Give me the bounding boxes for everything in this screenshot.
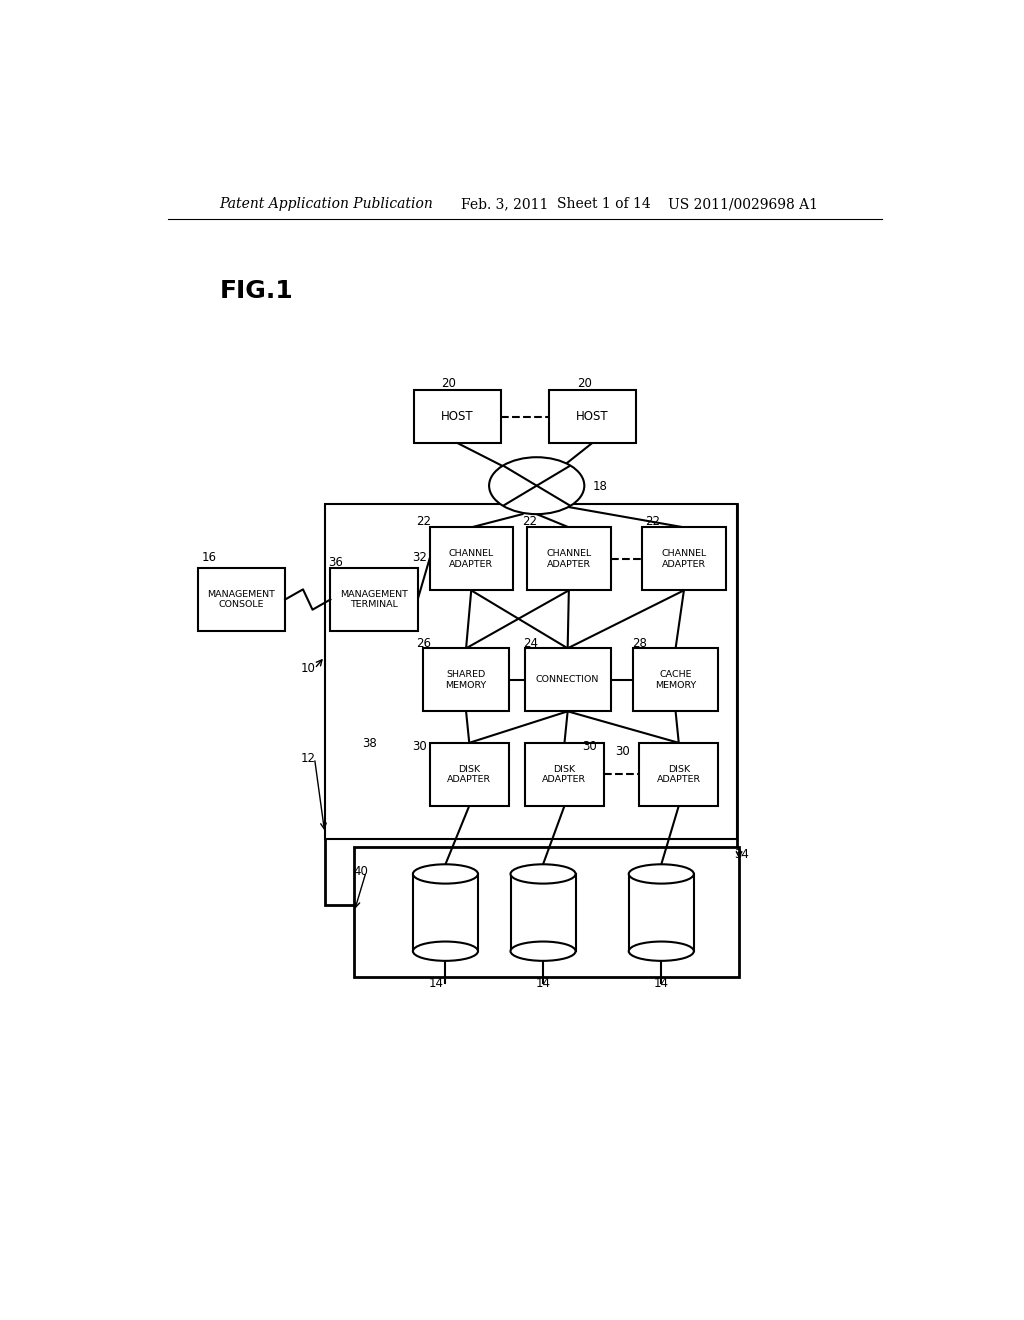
FancyBboxPatch shape <box>511 874 575 952</box>
FancyBboxPatch shape <box>430 743 509 805</box>
FancyBboxPatch shape <box>325 504 737 906</box>
Text: 22: 22 <box>521 515 537 528</box>
Ellipse shape <box>511 941 575 961</box>
FancyBboxPatch shape <box>524 648 610 711</box>
FancyBboxPatch shape <box>642 528 726 590</box>
Ellipse shape <box>413 941 478 961</box>
FancyBboxPatch shape <box>639 743 719 805</box>
Text: 14: 14 <box>428 977 443 990</box>
Text: DISK
ADAPTER: DISK ADAPTER <box>447 764 492 784</box>
Text: 28: 28 <box>632 636 647 649</box>
Text: Feb. 3, 2011: Feb. 3, 2011 <box>461 197 549 211</box>
Text: Patent Application Publication: Patent Application Publication <box>219 197 433 211</box>
Text: 20: 20 <box>578 376 592 389</box>
Text: 22: 22 <box>416 515 431 528</box>
Text: 20: 20 <box>440 376 456 389</box>
Ellipse shape <box>413 865 478 883</box>
Text: SHARED
MEMORY: SHARED MEMORY <box>445 671 486 689</box>
FancyBboxPatch shape <box>331 568 418 631</box>
Text: CACHE
MEMORY: CACHE MEMORY <box>655 671 696 689</box>
Ellipse shape <box>489 457 585 515</box>
Text: 38: 38 <box>362 738 377 750</box>
Text: CHANNEL
ADAPTER: CHANNEL ADAPTER <box>662 549 707 569</box>
Text: 14: 14 <box>536 977 551 990</box>
Text: 22: 22 <box>645 515 659 528</box>
Text: HOST: HOST <box>441 411 474 424</box>
Text: HOST: HOST <box>575 411 608 424</box>
Text: 30: 30 <box>412 741 427 754</box>
Text: 14: 14 <box>653 977 669 990</box>
FancyBboxPatch shape <box>413 874 478 952</box>
Ellipse shape <box>511 865 575 883</box>
FancyBboxPatch shape <box>549 391 636 444</box>
Text: 34: 34 <box>734 849 750 861</box>
Text: 26: 26 <box>416 636 431 649</box>
Text: 32: 32 <box>412 552 427 565</box>
FancyBboxPatch shape <box>524 743 604 805</box>
Text: CONNECTION: CONNECTION <box>536 676 599 684</box>
FancyBboxPatch shape <box>423 648 509 711</box>
Text: 30: 30 <box>582 741 597 754</box>
Text: MANAGEMENT
CONSOLE: MANAGEMENT CONSOLE <box>208 590 275 610</box>
Text: 24: 24 <box>523 636 539 649</box>
Text: 30: 30 <box>615 746 630 759</box>
Text: MANAGEMENT
TERMINAL: MANAGEMENT TERMINAL <box>340 590 408 610</box>
FancyBboxPatch shape <box>354 846 739 977</box>
Text: CHANNEL
ADAPTER: CHANNEL ADAPTER <box>449 549 494 569</box>
FancyBboxPatch shape <box>325 504 737 840</box>
Ellipse shape <box>629 865 694 883</box>
Text: 40: 40 <box>353 866 369 878</box>
Text: DISK
ADAPTER: DISK ADAPTER <box>656 764 700 784</box>
Text: FIG.1: FIG.1 <box>219 279 293 302</box>
FancyBboxPatch shape <box>414 391 501 444</box>
Text: CHANNEL
ADAPTER: CHANNEL ADAPTER <box>546 549 592 569</box>
Text: 12: 12 <box>301 751 316 764</box>
Text: DISK
ADAPTER: DISK ADAPTER <box>543 764 587 784</box>
FancyBboxPatch shape <box>198 568 285 631</box>
Ellipse shape <box>629 941 694 961</box>
Text: Sheet 1 of 14: Sheet 1 of 14 <box>557 197 650 211</box>
Text: 10: 10 <box>301 663 315 675</box>
FancyBboxPatch shape <box>633 648 719 711</box>
Text: 36: 36 <box>328 557 343 569</box>
Text: 18: 18 <box>592 480 607 494</box>
FancyBboxPatch shape <box>527 528 610 590</box>
Text: US 2011/0029698 A1: US 2011/0029698 A1 <box>668 197 817 211</box>
FancyBboxPatch shape <box>430 528 513 590</box>
Text: 16: 16 <box>202 552 217 565</box>
FancyBboxPatch shape <box>629 874 694 952</box>
